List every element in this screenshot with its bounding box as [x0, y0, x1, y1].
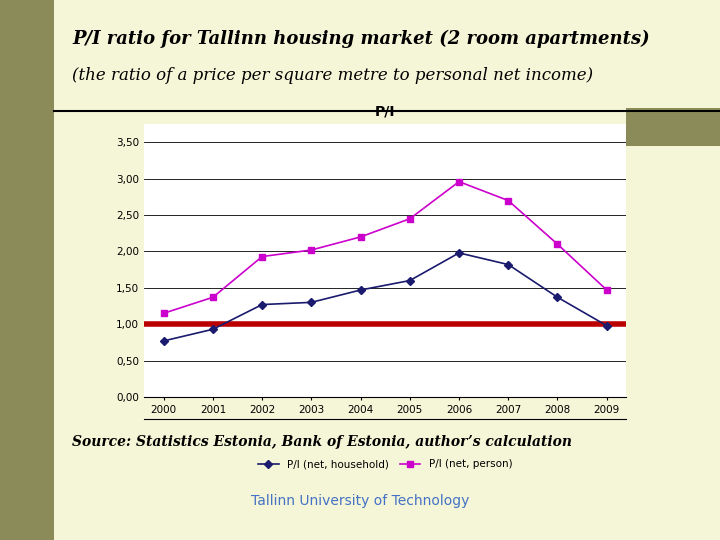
Bar	[626, 108, 720, 146]
Legend: P/I (net, household), P/I (net, person): P/I (net, household), P/I (net, person)	[254, 455, 516, 474]
Text: P/I ratio for Tallinn housing market (2 room apartments): P/I ratio for Tallinn housing market (2 …	[72, 30, 649, 48]
Bar	[0, 0, 54, 540]
Title: P/I: P/I	[375, 105, 395, 119]
Text: Source: Statistics Estonia, Bank of Estonia, author’s calculation: Source: Statistics Estonia, Bank of Esto…	[72, 435, 572, 449]
Text: Tallinn University of Technology: Tallinn University of Technology	[251, 494, 469, 508]
Text: (the ratio of a price per square metre to personal net income): (the ratio of a price per square metre t…	[72, 68, 593, 84]
